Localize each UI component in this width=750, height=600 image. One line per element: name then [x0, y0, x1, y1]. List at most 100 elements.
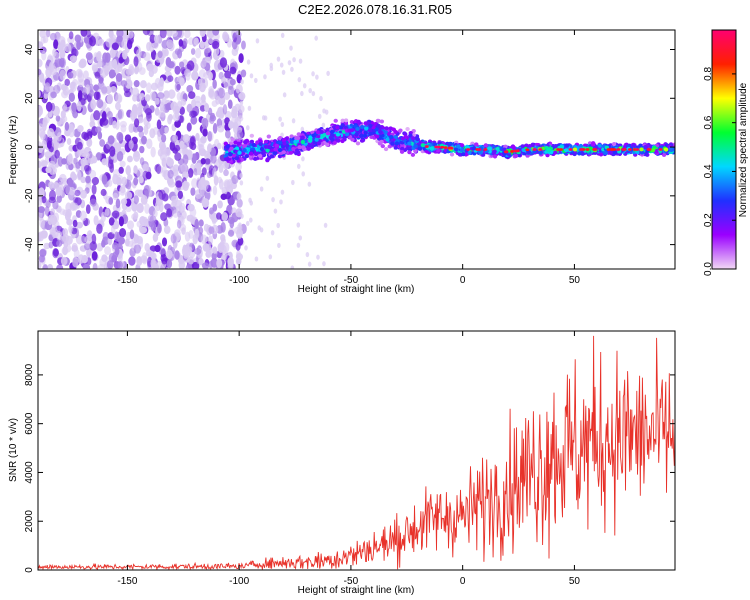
- noise-point: [235, 241, 241, 251]
- noise-point: [170, 233, 177, 244]
- noise-point: [92, 262, 98, 269]
- faint-point: [271, 197, 275, 203]
- noise-point: [109, 48, 116, 59]
- noise-point: [122, 49, 128, 60]
- noise-point: [106, 111, 113, 120]
- noise-point: [113, 220, 120, 230]
- noise-point: [119, 228, 127, 238]
- noise-point: [197, 138, 205, 148]
- noise-point: [132, 151, 141, 162]
- noise-point: [161, 157, 167, 168]
- noise-point: [101, 111, 107, 122]
- noise-point: [202, 128, 208, 137]
- signal-point: [335, 125, 340, 130]
- noise-point: [64, 121, 70, 131]
- noise-point: [172, 112, 180, 122]
- noise-point: [137, 125, 144, 133]
- noise-point: [133, 244, 142, 254]
- x-tick-label: -150: [117, 576, 137, 587]
- noise-point: [42, 264, 48, 269]
- peak-point: [477, 148, 482, 151]
- faint-point: [249, 73, 254, 79]
- noise-point: [191, 178, 198, 189]
- noise-point: [66, 218, 73, 226]
- noise-point: [45, 30, 51, 38]
- signal-point: [277, 148, 283, 153]
- noise-point: [221, 212, 229, 222]
- faint-point: [245, 220, 250, 227]
- faint-point: [268, 254, 273, 260]
- signal-point: [274, 143, 280, 148]
- noise-point: [59, 117, 66, 125]
- noise-point: [62, 228, 69, 237]
- noise-point: [200, 59, 207, 68]
- signal-point: [355, 127, 360, 132]
- faint-point: [247, 105, 252, 111]
- faint-point: [239, 100, 244, 106]
- noise-point: [166, 176, 174, 186]
- noise-point: [198, 258, 204, 266]
- noise-point: [108, 197, 114, 205]
- faint-point: [321, 122, 326, 128]
- signal-point: [486, 146, 492, 151]
- noise-point: [136, 48, 142, 58]
- noise-point: [101, 174, 108, 185]
- noise-point: [223, 169, 229, 177]
- signal-point: [225, 144, 230, 149]
- noise-point: [57, 36, 66, 45]
- faint-point: [280, 121, 285, 128]
- noise-point: [212, 40, 220, 49]
- noise-point: [85, 84, 91, 94]
- noise-point: [133, 234, 140, 244]
- faint-point: [300, 90, 304, 97]
- noise-point: [167, 89, 176, 99]
- peak-point: [525, 148, 530, 152]
- signal-point: [474, 142, 479, 147]
- noise-point: [42, 121, 47, 132]
- noise-point: [93, 84, 100, 92]
- noise-point: [102, 52, 109, 63]
- signal-point: [359, 138, 365, 143]
- signal-point: [405, 126, 410, 131]
- noise-point: [129, 229, 135, 240]
- noise-point: [53, 39, 59, 50]
- noise-point: [48, 196, 56, 204]
- signal-point: [577, 151, 582, 156]
- signal-point: [325, 142, 330, 147]
- noise-point: [177, 48, 183, 59]
- noise-point: [194, 47, 202, 59]
- signal-point: [598, 152, 604, 157]
- faint-point: [281, 69, 286, 75]
- faint-point: [301, 171, 306, 177]
- noise-point: [217, 242, 225, 253]
- noise-point: [189, 110, 197, 119]
- noise-point: [119, 160, 126, 168]
- noise-point: [98, 38, 105, 46]
- noise-point: [75, 221, 83, 229]
- noise-point: [71, 242, 78, 251]
- noise-point: [100, 211, 106, 223]
- signal-point: [277, 140, 283, 145]
- noise-point: [212, 203, 218, 212]
- noise-point: [223, 91, 231, 101]
- noise-point: [45, 101, 53, 112]
- noise-point: [150, 222, 157, 232]
- faint-point: [307, 181, 312, 187]
- noise-point: [46, 140, 52, 149]
- noise-point: [103, 64, 109, 74]
- faint-point: [296, 242, 301, 248]
- noise-point: [224, 70, 232, 79]
- noise-point: [165, 56, 172, 67]
- noise-point: [68, 225, 73, 234]
- faint-point: [265, 175, 270, 181]
- noise-point: [85, 52, 93, 61]
- noise-point: [220, 234, 226, 242]
- noise-point: [203, 150, 210, 158]
- faint-point: [305, 251, 310, 258]
- noise-point: [139, 80, 147, 89]
- noise-point: [149, 91, 157, 101]
- faint-point: [240, 79, 244, 85]
- y-tick-label: 2000: [24, 510, 35, 533]
- signal-point: [344, 132, 350, 137]
- faint-point: [277, 242, 281, 249]
